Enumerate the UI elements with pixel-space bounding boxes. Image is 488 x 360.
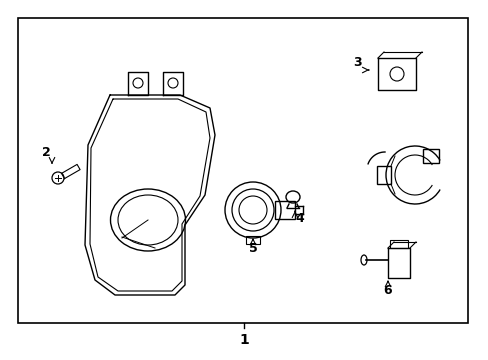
Text: 2: 2 xyxy=(41,145,50,158)
Text: 1: 1 xyxy=(239,333,248,347)
Bar xyxy=(422,149,438,163)
Bar xyxy=(376,166,390,184)
Text: 3: 3 xyxy=(353,55,362,68)
Bar xyxy=(18,18,467,323)
Bar xyxy=(389,240,407,248)
Text: 4: 4 xyxy=(295,212,304,225)
Bar xyxy=(274,201,294,219)
Bar xyxy=(245,236,260,244)
Text: 5: 5 xyxy=(248,242,257,255)
Text: 6: 6 xyxy=(383,284,391,297)
